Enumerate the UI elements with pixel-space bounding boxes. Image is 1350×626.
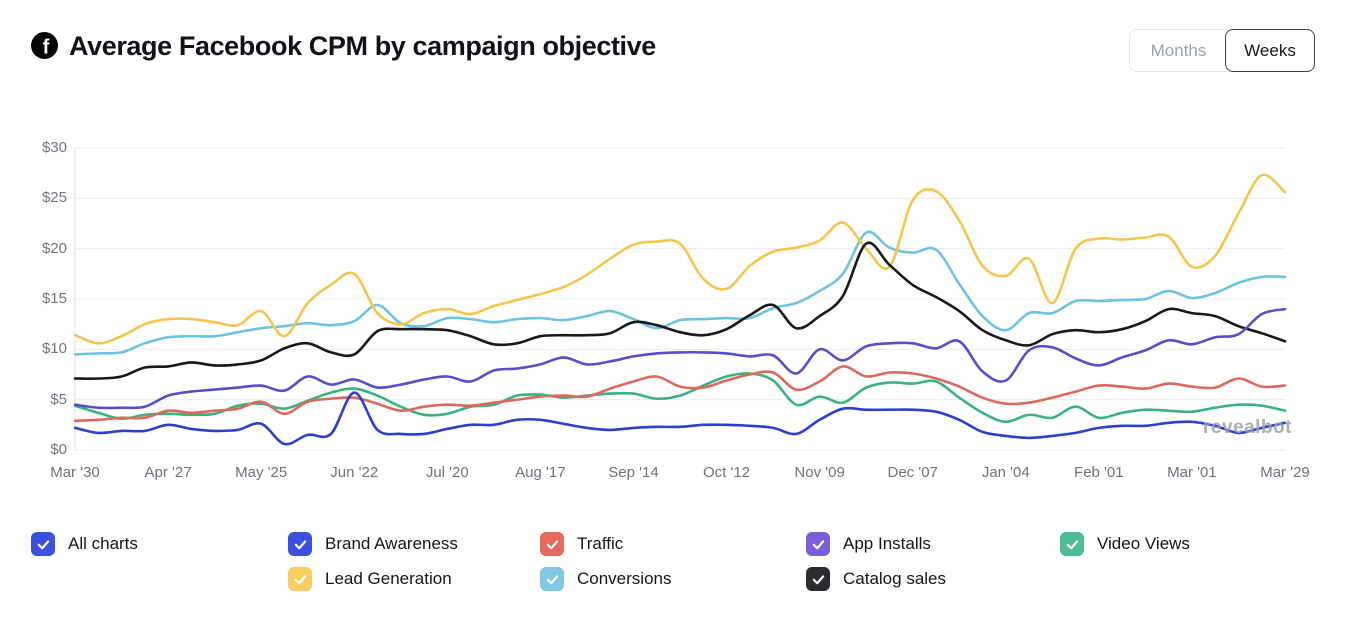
- x-tick-label: Feb '01: [1074, 464, 1124, 481]
- y-tick-label: $0: [50, 441, 67, 458]
- y-tick-label: $20: [41, 239, 67, 257]
- x-tick-label: Aug '17: [515, 464, 566, 481]
- legend-item-video-views[interactable]: Video Views: [1060, 532, 1190, 556]
- svg-text:f: f: [43, 37, 50, 59]
- checkmark-icon: [1066, 539, 1078, 549]
- legend-item-brand-awareness[interactable]: Brand Awareness: [288, 532, 458, 556]
- x-tick-label: Nov '09: [794, 464, 845, 481]
- y-tick-label: $25: [41, 189, 67, 207]
- checkbox-conversions[interactable]: [540, 567, 564, 591]
- x-tick-label: Jul '20: [425, 464, 469, 481]
- legend-item-label: App Installs: [843, 534, 931, 553]
- x-tick-label: Sep '14: [608, 464, 659, 481]
- checkbox-catalog-sales[interactable]: [806, 567, 830, 591]
- checkbox-app-installs[interactable]: [806, 532, 830, 556]
- legend-item-label: Catalog sales: [843, 569, 947, 588]
- legend-item-label: Lead Generation: [325, 569, 452, 588]
- y-tick-label: $5: [50, 390, 67, 408]
- legend-item-lead-generation[interactable]: Lead Generation: [288, 567, 452, 591]
- x-tick-label: May '25: [235, 464, 288, 481]
- series-line-app-installs: [73, 307, 1287, 410]
- x-tick-label: Mar '30: [50, 464, 100, 481]
- x-tick-label: Dec '07: [887, 464, 938, 481]
- legend-item-label: Brand Awareness: [325, 534, 458, 553]
- y-tick-label: $10: [41, 340, 67, 358]
- legend-item-traffic[interactable]: Traffic: [540, 532, 623, 556]
- legend-item-label: All charts: [68, 534, 138, 553]
- x-tick-label: Jun '22: [330, 464, 379, 481]
- checkbox-all-charts[interactable]: [31, 532, 55, 556]
- months-toggle-button[interactable]: Months: [1129, 29, 1227, 72]
- x-tick-label: Apr '27: [144, 464, 192, 481]
- legend-item-label: Conversions: [577, 569, 672, 588]
- checkmark-icon: [546, 539, 558, 549]
- series-line-traffic: [73, 365, 1287, 423]
- y-tick-label: $30: [41, 139, 67, 156]
- checkmark-icon: [294, 574, 306, 584]
- x-tick-label: Mar '01: [1167, 464, 1217, 481]
- checkmark-icon: [546, 574, 558, 584]
- x-tick-label: Oct '12: [703, 464, 751, 481]
- series-line-catalog-sales: [73, 241, 1287, 380]
- checkmark-icon: [294, 539, 306, 549]
- series-line-brand-awareness: [73, 391, 1287, 446]
- checkmark-icon: [812, 539, 824, 549]
- checkmark-icon: [812, 574, 824, 584]
- facebook-icon: f: [31, 32, 58, 59]
- legend-item-all-charts[interactable]: All charts: [31, 532, 138, 556]
- series-line-conversions: [73, 230, 1287, 356]
- legend-item-conversions[interactable]: Conversions: [540, 567, 672, 591]
- weeks-toggle-button[interactable]: Weeks: [1225, 29, 1315, 72]
- checkbox-lead-generation[interactable]: [288, 567, 312, 591]
- page-title: Average Facebook CPM by campaign objecti…: [69, 31, 656, 61]
- x-tick-label: Mar '29: [1260, 464, 1310, 481]
- checkbox-video-views[interactable]: [1060, 532, 1084, 556]
- series-line-lead-generation: [73, 173, 1287, 345]
- legend-item-catalog-sales[interactable]: Catalog sales: [806, 567, 946, 591]
- checkmark-icon: [37, 539, 49, 549]
- checkbox-brand-awareness[interactable]: [288, 532, 312, 556]
- series-line-video-views: [73, 372, 1287, 424]
- legend-item-app-installs[interactable]: App Installs: [806, 532, 931, 556]
- legend-item-label: Video Views: [1097, 534, 1190, 553]
- x-tick-label: Jan '04: [981, 464, 1030, 481]
- checkbox-traffic[interactable]: [540, 532, 564, 556]
- y-tick-label: $15: [41, 290, 67, 307]
- revealbot-watermark: revealbot: [1203, 417, 1292, 438]
- period-toggle: Months Weeks: [1129, 29, 1315, 72]
- legend-item-label: Traffic: [577, 534, 624, 553]
